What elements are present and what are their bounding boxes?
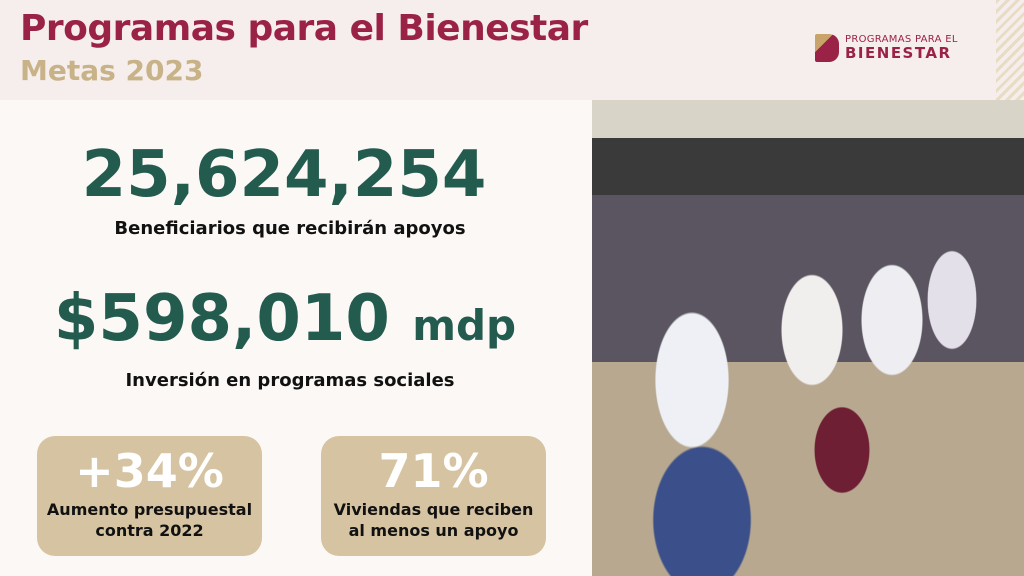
beneficiaries-label: Beneficiarios que recibirán apoyos <box>114 218 466 239</box>
bienestar-logo: PROGRAMAS PARA EL BIENESTAR <box>815 34 958 62</box>
investment-amount: $598,010 <box>53 282 390 356</box>
logo-mark-icon <box>815 34 839 62</box>
budget-increase-card: +34% Aumento presupuestal contra 2022 <box>37 436 262 556</box>
card-value: 71% <box>378 444 489 498</box>
page-subtitle: Metas 2023 <box>20 54 204 87</box>
card-value: +34% <box>75 444 224 498</box>
card-label-line1: Viviendas que reciben <box>333 500 534 519</box>
logo-bottom-text: BIENESTAR <box>845 44 952 62</box>
logo-top-text: PROGRAMAS PARA EL <box>845 34 958 45</box>
investment-label: Inversión en programas sociales <box>125 370 455 391</box>
households-card: 71% Viviendas que reciben al menos un ap… <box>321 436 546 556</box>
investment-unit: mdp <box>412 301 517 350</box>
page-title: Programas para el Bienestar <box>20 8 588 49</box>
header: Programas para el Bienestar Metas 2023 P… <box>0 0 1024 100</box>
investment-value: $598,010 mdp <box>0 282 575 356</box>
card-label-line1: Aumento presupuestal <box>46 500 253 519</box>
card-label-line2: al menos un apoyo <box>348 521 519 540</box>
decorative-pattern <box>996 0 1024 100</box>
beneficiaries-value: 25,624,254 <box>81 138 487 212</box>
beneficiaries-photo <box>592 100 1024 576</box>
card-label-line2: contra 2022 <box>95 521 204 540</box>
